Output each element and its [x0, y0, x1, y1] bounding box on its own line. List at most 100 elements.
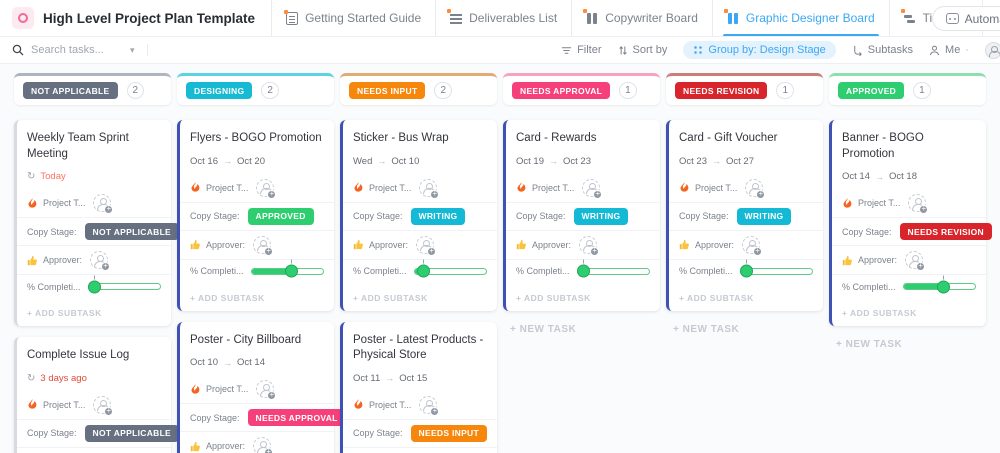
progress-knob[interactable] [740, 259, 754, 278]
search-input[interactable] [31, 44, 123, 56]
approver-add-button[interactable] [579, 235, 600, 256]
task-dates[interactable]: ↻ Oct 14 → Oct 18 [842, 171, 976, 182]
column-status-pill: NEEDS INPUT [349, 82, 426, 99]
task-dates[interactable]: ↻ Oct 16 → Oct 20 [190, 156, 324, 167]
approver-add-button[interactable] [253, 235, 274, 256]
task-card[interactable]: Poster - Latest Products - Physical Stor… [340, 321, 497, 453]
automate-button[interactable]: Automate [931, 6, 1000, 31]
approver-add-button[interactable] [90, 251, 111, 272]
subtasks-button[interactable]: Subtasks [852, 44, 913, 56]
copy-stage-pill[interactable]: NOT APPLICABLE [84, 223, 180, 241]
project-type-label: Project T... [695, 182, 738, 193]
field-approver: Approver: [180, 231, 334, 260]
assignee-add-button[interactable] [93, 395, 114, 416]
progress-knob[interactable] [417, 259, 431, 278]
add-subtask-button[interactable]: + ADD SUBTASK [353, 292, 428, 303]
progress-knob[interactable] [88, 275, 102, 294]
assignee-add-button[interactable] [908, 194, 929, 215]
copy-stage-pill[interactable]: NOT APPLICABLE [84, 424, 180, 442]
plus-icon [430, 189, 440, 199]
task-dates[interactable]: ↻ Wed → Oct 10 [353, 156, 487, 167]
progress-slider[interactable] [250, 259, 324, 278]
approver-add-button[interactable] [253, 437, 274, 453]
group-by-button[interactable]: Group by: Design Stage [683, 41, 836, 59]
me-filter-button[interactable]: Me · [929, 44, 969, 56]
approver-label: Approver: [858, 255, 898, 266]
approver-add-button[interactable] [742, 235, 763, 256]
board-column: NEEDS REVISION 1 Card - Gift Voucher ↻ O… [666, 73, 823, 335]
progress-knob[interactable] [284, 259, 298, 278]
view-tab-icon [447, 8, 463, 25]
assignee-add-button[interactable] [419, 178, 440, 199]
search-box[interactable]: ▾ [12, 44, 148, 56]
assignees-avatar[interactable] [985, 41, 1000, 59]
add-subtask-button[interactable]: + ADD SUBTASK [27, 308, 102, 319]
task-dates[interactable]: ↻ Oct 10 → Oct 14 [190, 357, 324, 368]
task-card[interactable]: Poster - City Billboard ↻ Oct 10 → Oct 1… [177, 321, 346, 453]
column-count-badge: 2 [434, 82, 453, 99]
progress-slider[interactable] [413, 259, 487, 278]
new-task-button[interactable]: + NEW TASK [510, 323, 577, 335]
task-card[interactable]: Weekly Team Sprint Meeting ↻ Today → Pro… [14, 120, 180, 327]
tab-graphic-designer-board[interactable]: Graphic Designer Board [711, 0, 889, 36]
task-title: Sticker - Bus Wrap [353, 132, 449, 144]
copy-stage-pill[interactable]: WRITING [573, 207, 629, 225]
task-card[interactable]: Complete Issue Log ↻ 3 days ago → Projec… [14, 337, 180, 453]
thumbs-up-icon [27, 255, 38, 266]
add-subtask-button[interactable]: + ADD SUBTASK [842, 308, 917, 319]
view-tab-label: Getting Started Guide [305, 11, 422, 25]
task-card[interactable]: Card - Gift Voucher ↻ Oct 23 → Oct 27 Pr… [666, 120, 823, 311]
list-color-icon [12, 7, 34, 29]
flame-icon [353, 182, 364, 193]
assignee-add-button[interactable] [256, 178, 277, 199]
assignee-add-button[interactable] [419, 395, 440, 416]
copy-stage-pill[interactable]: WRITING [736, 207, 792, 225]
add-subtask-button[interactable]: + ADD SUBTASK [516, 292, 591, 303]
copy-stage-pill[interactable]: NEEDS APPROVAL [247, 409, 346, 427]
sort-button[interactable]: Sort by [618, 44, 667, 56]
progress-slider[interactable] [902, 275, 976, 294]
approver-add-button[interactable] [905, 251, 926, 272]
top-header: High Level Project Plan Template Getting… [0, 0, 1000, 37]
task-card[interactable]: Sticker - Bus Wrap ↻ Wed → Oct 10 Projec… [340, 120, 497, 311]
copy-stage-pill[interactable]: NEEDS INPUT [410, 424, 487, 442]
copy-stage-label: Copy Stage: [190, 211, 240, 222]
copy-stage-pill[interactable]: APPROVED [247, 207, 314, 225]
progress-slider[interactable] [739, 259, 813, 278]
copy-stage-pill[interactable]: NEEDS REVISION [899, 223, 992, 241]
task-dates[interactable]: ↻ 3 days ago → [27, 373, 161, 384]
tab-copywriter-board[interactable]: Copywriter Board [571, 0, 712, 36]
task-dates[interactable]: ↻ Oct 11 → Oct 15 [353, 373, 487, 384]
progress-knob[interactable] [936, 275, 950, 294]
approver-add-button[interactable] [416, 235, 437, 256]
progress-knob[interactable] [577, 259, 591, 278]
flame-icon [679, 182, 690, 193]
assignee-add-button[interactable] [93, 194, 114, 215]
add-subtask-button[interactable]: + ADD SUBTASK [679, 292, 754, 303]
task-dates[interactable]: ↻ Today → [27, 171, 161, 182]
assignee-add-button[interactable] [256, 380, 277, 401]
assignee-add-button[interactable] [745, 178, 766, 199]
new-task-button[interactable]: + NEW TASK [836, 339, 903, 351]
progress-slider[interactable] [87, 275, 161, 294]
new-task-button[interactable]: + NEW TASK [673, 323, 740, 335]
automate-label: Automate [964, 11, 1000, 26]
add-subtask-button[interactable]: + ADD SUBTASK [190, 292, 265, 303]
task-card[interactable]: Banner - BOGO Promotion ↻ Oct 14 → Oct 1… [829, 120, 992, 327]
tab-deliverables-list[interactable]: Deliverables List [435, 0, 571, 36]
copy-stage-pill[interactable]: WRITING [410, 207, 466, 225]
sort-icon [618, 45, 628, 56]
plus-icon [753, 246, 763, 256]
filter-button[interactable]: Filter [561, 44, 602, 56]
assignee-add-button[interactable] [582, 178, 603, 199]
chevron-down-icon[interactable]: ▾ [130, 44, 135, 55]
card-fields: Project T... Copy Stage: WRITING Approve… [669, 174, 823, 283]
task-card[interactable]: Flyers - BOGO Promotion ↻ Oct 16 → Oct 2… [177, 120, 334, 311]
column-count-badge: 2 [126, 82, 145, 99]
progress-slider[interactable] [576, 259, 650, 278]
tab-getting-started-guide[interactable]: Getting Started Guide [271, 0, 435, 36]
subtasks-icon [852, 45, 863, 56]
task-card[interactable]: Card - Rewards ↻ Oct 19 → Oct 23 Project… [503, 120, 660, 311]
task-dates[interactable]: ↻ Oct 23 → Oct 27 [679, 156, 813, 167]
task-dates[interactable]: ↻ Oct 19 → Oct 23 [516, 156, 650, 167]
